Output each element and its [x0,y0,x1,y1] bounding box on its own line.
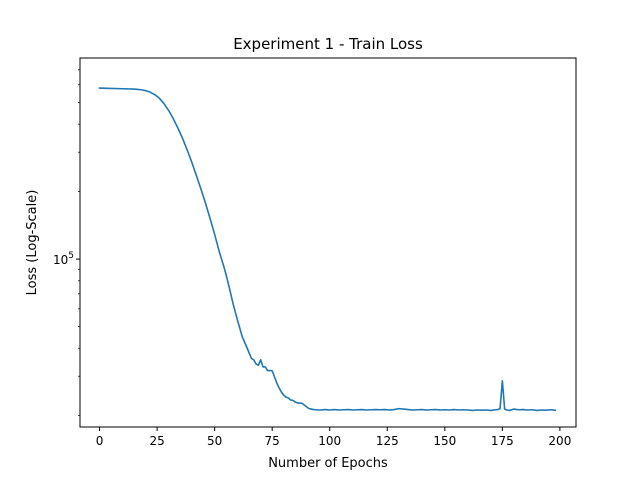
x-tick-label: 200 [548,434,571,448]
x-axis-ticks: 0 25 50 75 100 125 150 175 200 [96,427,571,448]
series-line-0 [98,87,557,412]
chart-title: Experiment 1 - Train Loss [233,35,423,53]
x-tick-label: 100 [318,434,341,448]
plot-area-background [80,58,576,427]
plot-area-frame [79,57,577,428]
x-tick-label: 0 [96,434,104,448]
x-tick-label: 75 [265,434,280,448]
x-tick-label: 175 [491,434,514,448]
x-tick-label: 125 [376,434,399,448]
series-layer [98,87,557,412]
y-tick-label: 105 [53,251,74,267]
x-axis-label: Number of Epochs [268,456,388,471]
x-tick-label: 150 [433,434,456,448]
x-tick-label: 25 [149,434,164,448]
x-tick-label: 50 [207,434,222,448]
y-axis-label: Loss (Log-Scale) [25,190,40,296]
